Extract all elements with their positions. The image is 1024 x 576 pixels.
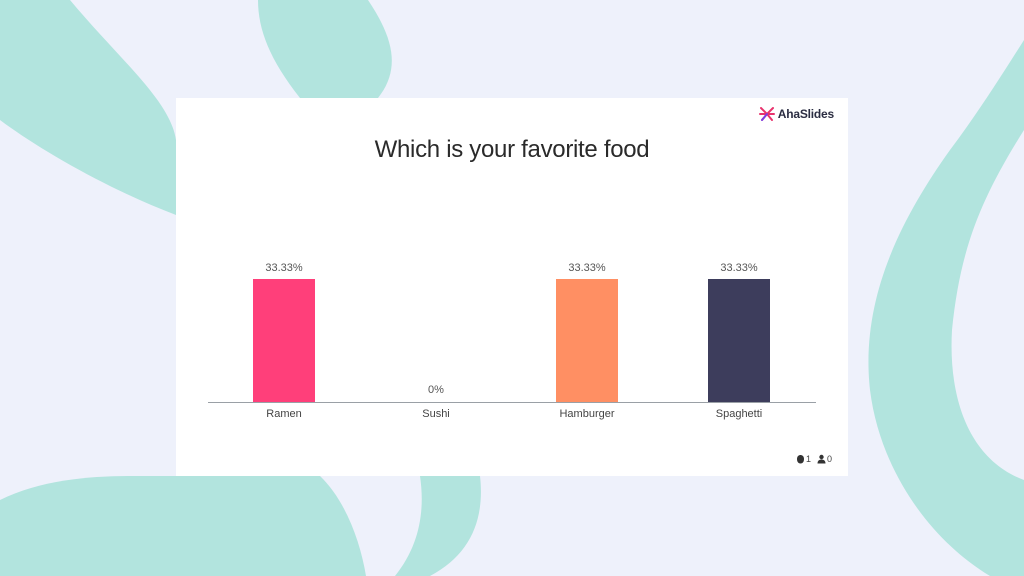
bar-value: 33.33% [720,262,758,274]
bar-label: Spaghetti [715,408,763,420]
bar-group-ramen: 33.33% Ramen [253,238,315,423]
bar-value: 33.33% [265,262,303,274]
bar-hamburger [556,279,618,402]
bar-value: 0% [428,384,444,396]
slide-card: AhaSlides Which is your favorite food 33… [176,98,848,476]
bar-chart: 33.33% Ramen 0% Sushi 33.33% Hamburger 3… [208,238,816,423]
bar-label: Sushi [422,408,450,420]
bar-label: Hamburger [559,408,615,420]
bar-group-spaghetti: 33.33% Spaghetti [708,238,770,423]
bar-value: 33.33% [568,262,606,274]
bar-label: Ramen [266,408,302,420]
bar-group-hamburger: 33.33% Hamburger [556,238,618,423]
bar-group-sushi: 0% Sushi [405,238,467,423]
slide-title: Which is your favorite food [374,136,650,163]
participants-counter: 0 [817,454,832,464]
reactions-count: 1 [805,454,811,464]
chart-baseline [208,402,816,403]
person-icon [817,454,826,464]
hand-icon [796,455,804,464]
participants-count: 0 [826,454,832,464]
bar-ramen [253,279,315,402]
brand-name: AhaSlides [777,107,834,121]
slide-footer: 1 0 [796,454,832,464]
bar-spaghetti [708,279,770,402]
reactions-counter: 1 [796,454,811,464]
brand-logo: AhaSlides [758,106,834,122]
ahaslides-logo-icon [758,107,775,121]
